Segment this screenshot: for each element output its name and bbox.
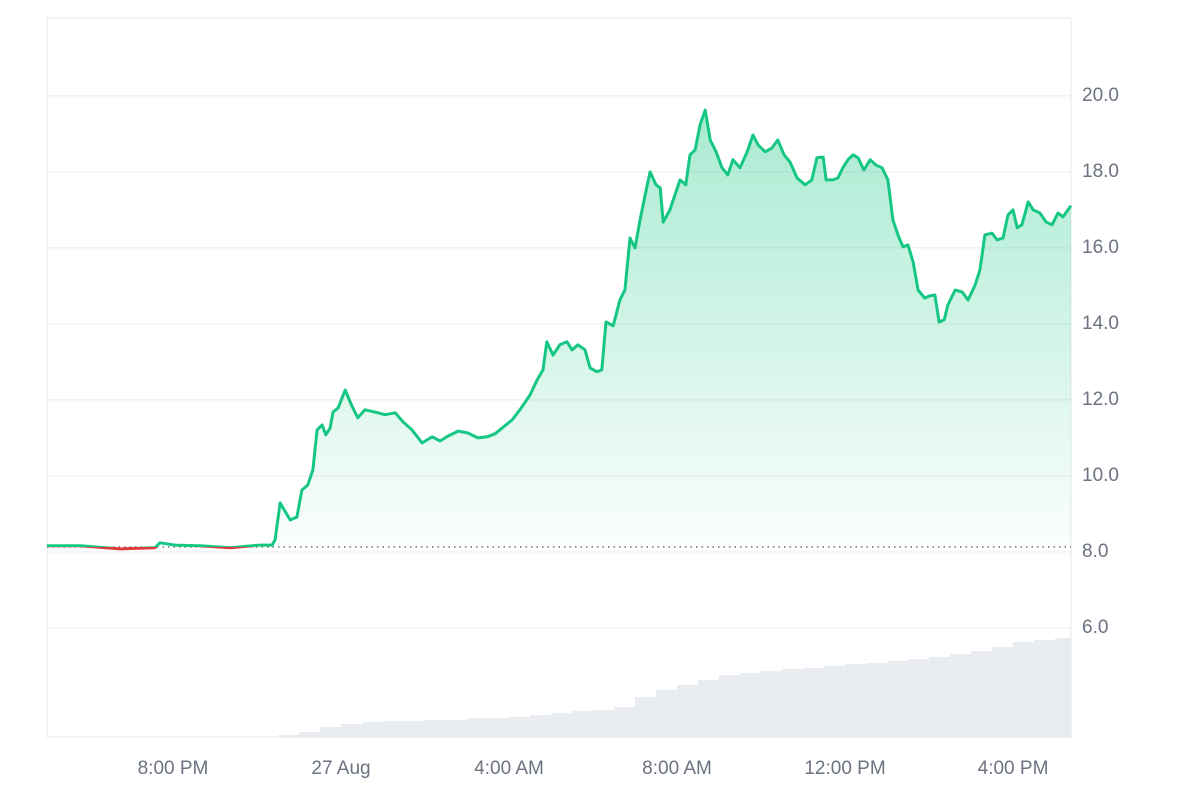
volume-bar (299, 732, 321, 737)
volume-layer (278, 638, 1071, 737)
x-tick-label: 8:00 PM (138, 758, 209, 779)
volume-bar (467, 718, 489, 737)
volume-bar (950, 654, 972, 737)
volume-bar (698, 680, 720, 737)
volume-bar (782, 669, 804, 737)
volume-bar (740, 673, 762, 737)
volume-bar (677, 685, 699, 737)
volume-bar (614, 707, 636, 737)
volume-bar (971, 651, 993, 737)
x-tick-label: 8:00 AM (642, 758, 712, 779)
y-tick-label: 8.0 (1082, 541, 1108, 562)
volume-bar (320, 727, 342, 737)
volume-bar (866, 663, 888, 737)
y-tick-label: 6.0 (1082, 617, 1108, 638)
plot-layer (47, 108, 1073, 551)
volume-bar (1055, 638, 1071, 737)
volume-bar (887, 661, 909, 737)
volume-bar (383, 721, 405, 737)
volume-bar (992, 647, 1014, 737)
y-tick-label: 20.0 (1082, 85, 1119, 106)
y-tick-label: 12.0 (1082, 389, 1119, 410)
volume-bar (572, 711, 594, 737)
x-tick-label: 12:00 PM (804, 758, 885, 779)
y-tick-label: 18.0 (1082, 161, 1119, 182)
x-tick-label: 27 Aug (311, 758, 370, 779)
volume-bar (656, 690, 678, 737)
x-tick-label: 4:00 AM (474, 758, 544, 779)
volume-bar (446, 720, 468, 737)
volume-bar (803, 668, 825, 737)
volume-bar (908, 659, 930, 737)
volume-bar (1034, 640, 1056, 737)
volume-bar (845, 664, 867, 737)
volume-bar (635, 697, 657, 737)
label-layer: 6.0 8.0 10.0 12.0 14.0 16.0 18.0 20.0 8:00 PM 27 … (138, 85, 1119, 779)
volume-bar (362, 722, 384, 737)
y-tick-label: 10.0 (1082, 465, 1119, 486)
y-tick-label: 16.0 (1082, 237, 1119, 258)
volume-bar (341, 724, 363, 737)
volume-bar (488, 718, 510, 737)
volume-bar (719, 675, 741, 737)
volume-bar (761, 671, 783, 737)
volume-bar (593, 710, 615, 737)
x-tick-label: 4:00 PM (978, 758, 1049, 779)
volume-bar (824, 666, 846, 737)
volume-bar (278, 735, 300, 737)
volume-bar (404, 721, 426, 737)
volume-bar (425, 720, 447, 737)
price-line (47, 108, 1073, 551)
volume-bar (551, 713, 573, 737)
volume-bar (1013, 642, 1035, 737)
price-area (47, 110, 1071, 547)
volume-bar (530, 715, 552, 737)
volume-bar (929, 657, 951, 737)
volume-bar (509, 717, 531, 737)
y-tick-label: 14.0 (1082, 313, 1119, 334)
